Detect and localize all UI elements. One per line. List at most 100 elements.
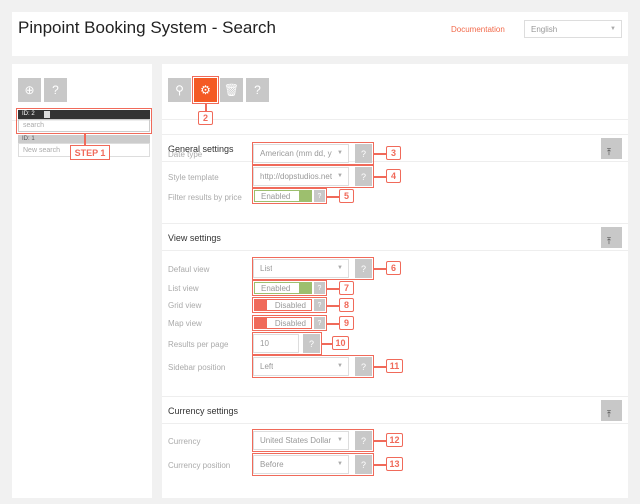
map-view-toggle[interactable]: Disabled xyxy=(254,317,312,329)
help-icon: ? xyxy=(360,263,366,274)
list-view-toggle[interactable]: Enabled xyxy=(254,282,312,294)
header xyxy=(12,12,628,56)
upload-icon: ⤒ xyxy=(607,409,611,419)
toggle-value: Enabled xyxy=(261,192,291,201)
help-button[interactable]: ? xyxy=(355,431,372,450)
map-view-label: Map view xyxy=(168,319,202,328)
collapse-button[interactable]: ⤒ xyxy=(601,138,622,159)
list-item-name: search xyxy=(23,122,45,129)
annotation-box xyxy=(252,332,322,355)
annotation-10: 10 xyxy=(332,336,349,350)
list-item[interactable]: search xyxy=(18,119,150,132)
help-icon: ? xyxy=(317,319,322,327)
annotation-9: 9 xyxy=(339,316,354,330)
chevron-down-icon: ▼ xyxy=(337,461,343,467)
annotation-box xyxy=(252,315,327,331)
style-template-select[interactable]: http://dopstudios.net/ ▼ xyxy=(253,167,349,186)
annotation-5: 5 xyxy=(339,189,354,203)
settings-button[interactable]: ⚙ xyxy=(194,78,217,102)
list-item-header: ID: 2 xyxy=(18,110,150,119)
chevron-down-icon: ▼ xyxy=(337,265,343,271)
annotation-box xyxy=(252,297,327,313)
sidebar-position-label: Sidebar position xyxy=(168,363,226,372)
delete-button[interactable]: 🗑 xyxy=(220,78,243,102)
collapse-button[interactable]: ⤒ xyxy=(601,227,622,248)
currency-label: Currency xyxy=(168,437,201,446)
help-button[interactable]: ? xyxy=(314,317,325,329)
annotation-8: 8 xyxy=(339,298,354,312)
annotation-6: 6 xyxy=(386,261,401,275)
filter-price-label: Filter results by price xyxy=(168,193,242,202)
help-button[interactable]: ? xyxy=(314,282,325,294)
date-type-select[interactable]: American (mm dd, yyy ▼ xyxy=(253,144,349,163)
style-template-label: Style template xyxy=(168,173,219,182)
annotation-box xyxy=(252,280,327,296)
language-select[interactable]: English ▼ xyxy=(524,20,622,38)
grid-view-toggle[interactable]: Disabled xyxy=(254,299,312,311)
select-value: Before xyxy=(260,460,284,469)
toggle-knob xyxy=(299,191,311,201)
connector xyxy=(374,268,386,270)
help-button[interactable]: ? xyxy=(355,259,372,278)
currency-position-select[interactable]: Before ▼ xyxy=(253,455,349,474)
toggle-knob xyxy=(299,283,311,293)
connector xyxy=(322,343,332,345)
annotation-box xyxy=(252,142,374,165)
annotation-11: 11 xyxy=(386,359,403,373)
language-value: English xyxy=(531,25,558,34)
help-icon: ? xyxy=(52,83,59,97)
section-title: General settings xyxy=(168,144,234,154)
section-title: Currency settings xyxy=(168,406,239,416)
documentation-link[interactable]: Documentation xyxy=(451,25,505,34)
divider xyxy=(12,120,152,121)
chevron-down-icon: ▼ xyxy=(337,150,343,156)
help-button[interactable]: ? xyxy=(314,299,325,311)
toggle-knob xyxy=(255,300,267,310)
help-icon: ? xyxy=(254,83,261,97)
add-button[interactable]: ⊕ xyxy=(18,78,41,102)
help-icon: ? xyxy=(360,148,366,159)
chevron-down-icon: ▼ xyxy=(337,173,343,179)
help-button[interactable]: ? xyxy=(314,190,325,202)
select-value: List xyxy=(260,264,273,273)
grid-view-label: Grid view xyxy=(168,301,202,310)
collapse-button[interactable]: ⤒ xyxy=(601,400,622,421)
trash-icon: 🗑 xyxy=(223,83,240,97)
toggle-knob xyxy=(255,318,267,328)
help-button[interactable]: ? xyxy=(355,144,372,163)
help-icon: ? xyxy=(360,171,366,182)
list-item-id: ID: 2 xyxy=(22,111,35,117)
connector xyxy=(327,196,339,198)
help-icon: ? xyxy=(308,338,314,349)
upload-icon: ⤒ xyxy=(607,147,611,157)
help-button[interactable]: ? xyxy=(355,167,372,186)
help-button[interactable]: ? xyxy=(44,78,67,102)
help-button[interactable]: ? xyxy=(303,334,320,353)
toggle-value: Enabled xyxy=(261,284,291,293)
sidebar-position-select[interactable]: Left ▼ xyxy=(253,357,349,376)
filter-price-toggle[interactable]: Enabled xyxy=(254,190,312,202)
default-view-select[interactable]: List ▼ xyxy=(253,259,349,278)
connector xyxy=(374,176,386,178)
connector xyxy=(374,153,386,155)
annotation-2: 2 xyxy=(198,111,213,125)
upload-icon: ⤒ xyxy=(607,236,611,246)
connector xyxy=(327,288,339,290)
annotation-12: 12 xyxy=(386,433,403,447)
currency-select[interactable]: United States Dollar ▼ xyxy=(253,431,349,450)
gear-icon: ⚙ xyxy=(200,83,211,97)
help-button[interactable]: ? xyxy=(246,78,269,102)
help-button[interactable]: ? xyxy=(355,455,372,474)
help-button[interactable]: ? xyxy=(355,357,372,376)
search-button[interactable]: ⚲ xyxy=(168,78,191,102)
user-avatar-icon xyxy=(44,111,50,118)
select-value: http://dopstudios.net/ xyxy=(260,172,332,181)
help-icon: ? xyxy=(317,284,322,292)
page-title: Pinpoint Booking System - Search xyxy=(18,18,276,37)
select-value: American (mm dd, yyy xyxy=(260,149,332,158)
search-icon: ⚲ xyxy=(175,83,184,97)
results-per-page-input[interactable]: 10 xyxy=(253,334,299,353)
chevron-down-icon: ▼ xyxy=(610,26,616,32)
annotation-box xyxy=(252,188,327,204)
annotation-box xyxy=(192,76,219,104)
